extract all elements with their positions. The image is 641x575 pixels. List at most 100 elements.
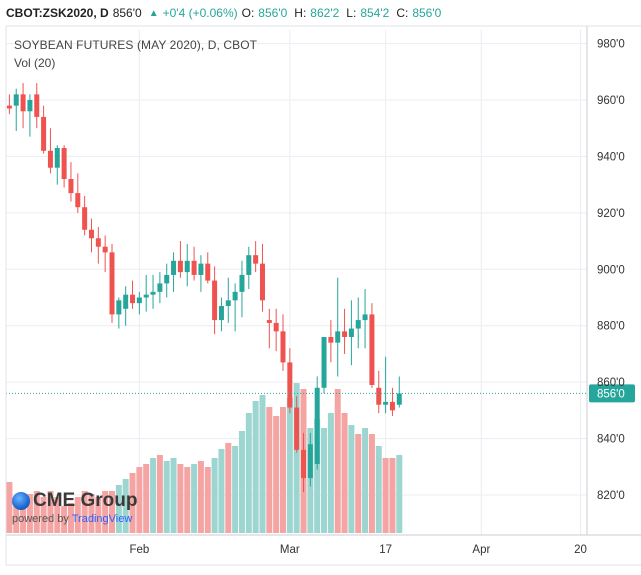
candle-body [218, 305, 224, 321]
price-tick-label: 880'0 [597, 321, 625, 333]
volume-legend[interactable]: Vol (20) [14, 56, 56, 70]
price-tick-label: 980'0 [597, 39, 625, 51]
candle-body [68, 179, 74, 194]
candle [171, 252, 177, 292]
cme-logo[interactable]: CME Group powered by TradingView [12, 490, 138, 525]
candle-body [61, 147, 67, 179]
candle [6, 94, 12, 115]
open-value: 856'0 [258, 6, 288, 20]
candle-body [225, 300, 231, 306]
volume-bar [13, 497, 20, 533]
candle-body [259, 263, 265, 301]
powered-by-text: powered by [12, 513, 69, 525]
candle [109, 243, 115, 323]
candle-body [6, 105, 12, 109]
candle-body [109, 252, 115, 315]
candle [13, 88, 19, 132]
candle [82, 195, 88, 236]
candle-body [253, 255, 259, 264]
volume-bar [197, 461, 204, 533]
candle [383, 356, 389, 414]
volume-bar [273, 416, 280, 533]
volume-bar [334, 389, 341, 533]
candle-body [342, 331, 348, 337]
volume-bar [47, 491, 54, 533]
volume-bar [122, 479, 129, 533]
candle [314, 376, 320, 470]
volume-bar [150, 458, 157, 533]
symbol-label[interactable]: CBOT:ZSK2020, D [6, 6, 109, 20]
volume-bar [184, 467, 191, 533]
candle-body [13, 94, 19, 106]
last-price-line: 856'0 [6, 384, 635, 403]
volume-bar [74, 497, 81, 533]
volume-bar [67, 503, 74, 533]
tradingview-link[interactable]: TradingView [71, 513, 133, 525]
candle-body [171, 260, 177, 275]
candle-body [191, 260, 197, 275]
volume-bar [355, 434, 362, 533]
candle [273, 308, 279, 352]
volume-bar [156, 455, 163, 533]
candle-body [47, 150, 53, 168]
candle [266, 308, 272, 349]
volume-bar [170, 458, 177, 533]
volume-bar [95, 497, 102, 533]
volume-bar [259, 395, 266, 533]
candle-body [294, 407, 300, 450]
volume-bar [252, 401, 259, 533]
change-value: +0'4 (+0.06%) [162, 6, 238, 20]
candle [246, 246, 252, 290]
volume-bar [61, 506, 68, 533]
volume-bar [20, 494, 27, 533]
candle [191, 246, 197, 281]
candle-body [102, 246, 108, 253]
volume-bar [191, 464, 198, 533]
candle [54, 145, 60, 185]
candle [27, 94, 33, 137]
candle [259, 243, 265, 312]
candle [294, 396, 300, 453]
grid-lines [6, 30, 587, 535]
volume-bar [341, 413, 348, 533]
globe-icon [12, 492, 30, 510]
candle [41, 105, 47, 154]
candle [143, 274, 149, 312]
candle [348, 300, 354, 366]
candle [88, 218, 94, 253]
volume-bar [368, 434, 375, 533]
candle-body [205, 263, 211, 281]
volume-bar [280, 407, 286, 533]
volume-bar [81, 491, 88, 533]
candle-body [116, 300, 122, 315]
candle [232, 283, 238, 332]
candle [102, 235, 108, 273]
volume-bar [54, 497, 61, 533]
candle-body [232, 291, 238, 301]
candle [198, 255, 204, 292]
volume-bar [232, 446, 239, 533]
candle-body [328, 337, 334, 343]
candle-body [266, 320, 272, 323]
candle-body [75, 193, 81, 208]
candle-body [54, 147, 60, 168]
chart-title[interactable]: SOYBEAN FUTURES (MAY 2020), D, CBOT [14, 38, 258, 52]
candle [75, 173, 81, 213]
candle-body [177, 260, 183, 273]
time-tick-label: Apr [472, 544, 490, 556]
candle-body [157, 283, 163, 292]
candle [164, 263, 170, 298]
ohlc-header: CBOT:ZSK2020, D 856'0 ▲ +0'4 (+0.06%) O:… [6, 4, 444, 22]
candle-body [383, 401, 389, 405]
low-label: L: [346, 6, 357, 20]
high-label: H: [294, 6, 307, 20]
volume-bar [177, 464, 184, 533]
candle-body [136, 297, 142, 304]
volume-bar [266, 407, 273, 533]
axes [5, 25, 641, 566]
candle [376, 370, 382, 414]
candle-body [164, 274, 170, 284]
last-price-value: 856'0 [112, 6, 142, 20]
